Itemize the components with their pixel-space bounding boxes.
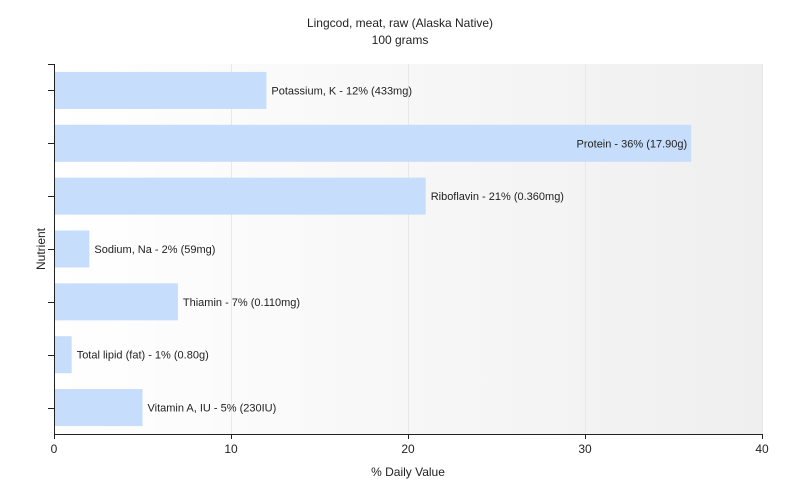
axes: 0 10 20 30 40 [48, 64, 769, 456]
bar-data-label: Thiamin - 7% (0.110mg) [183, 297, 300, 309]
bar [54, 389, 143, 427]
bar [54, 283, 178, 321]
bar [54, 71, 267, 109]
bar-data-label: Riboflavin - 21% (0.360mg) [431, 191, 564, 203]
x-tick-label: 40 [755, 442, 769, 456]
bar [54, 336, 72, 374]
bar-data-label: Potassium, K - 12% (433mg) [271, 85, 412, 97]
bar [54, 177, 426, 215]
x-tick-label: 0 [51, 442, 58, 456]
bar [54, 124, 692, 162]
bars: Potassium, K - 12% (433mg) Protein - 36% … [54, 71, 692, 427]
x-tick-label: 20 [401, 442, 415, 456]
bar-data-label: Protein - 36% (17.90g) [577, 138, 688, 150]
chart-subtitle: 100 grams [372, 33, 429, 47]
y-axis-title: Nutrient [34, 227, 48, 270]
bar [54, 230, 90, 268]
x-axis-title: % Daily Value [371, 465, 445, 479]
x-tick-label: 10 [224, 442, 238, 456]
chart-title: Lingcod, meat, raw (Alaska Native) [307, 16, 493, 30]
x-tick-label: 30 [578, 442, 592, 456]
bar-data-label: Total lipid (fat) - 1% (0.80g) [77, 350, 209, 362]
bar-data-label: Vitamin A, IU - 5% (230IU) [148, 403, 277, 415]
bar-data-label: Sodium, Na - 2% (59mg) [94, 244, 215, 256]
